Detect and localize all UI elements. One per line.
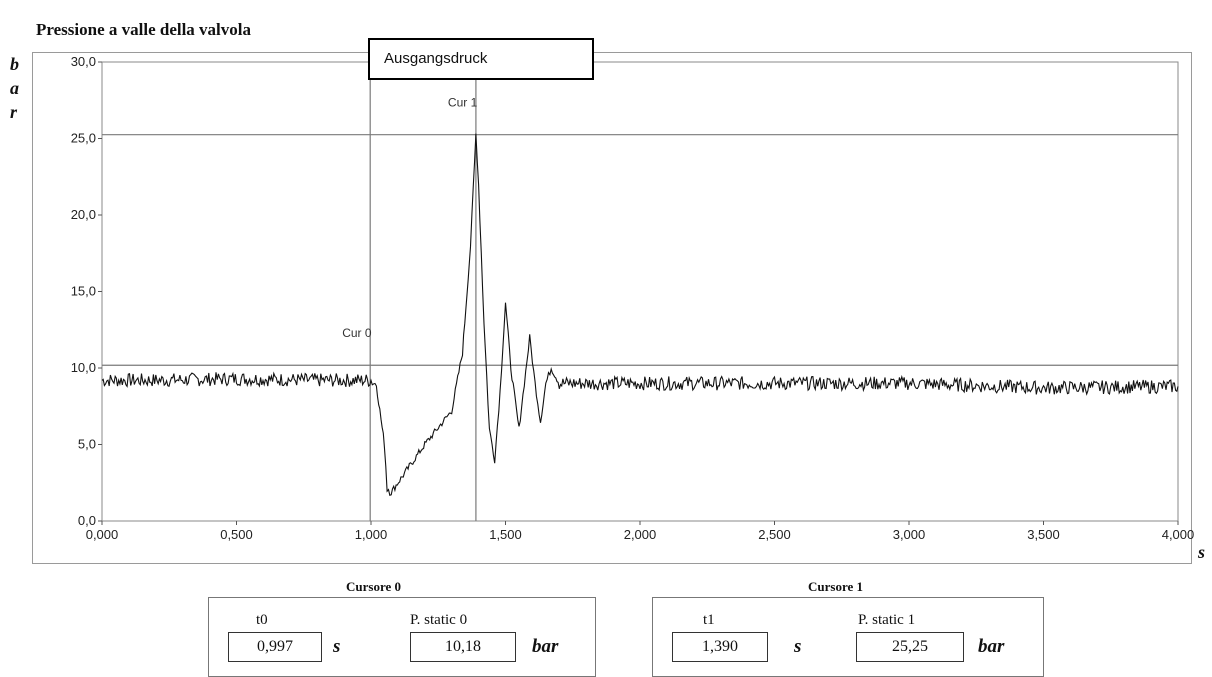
y-tick-label: 5,0 bbox=[78, 437, 96, 452]
x-tick-label: 3,500 bbox=[1027, 527, 1060, 542]
cursor1-t-label: t1 bbox=[703, 612, 715, 628]
y-tick-label: 10,0 bbox=[71, 360, 96, 375]
cursor0-title: Cursore 0 bbox=[346, 579, 402, 594]
y-tick-label: 20,0 bbox=[71, 207, 96, 222]
cursor1-label: Cur 1 bbox=[448, 96, 478, 110]
cursor0-t-label: t0 bbox=[256, 612, 268, 628]
cursor0-t-unit: s bbox=[333, 636, 341, 657]
cursor1-t-value[interactable]: 1,390 bbox=[672, 632, 768, 662]
x-tick-label: 1,000 bbox=[355, 527, 388, 542]
cursor1-p-label: P. static 1 bbox=[858, 612, 916, 628]
x-tick-label: 1,500 bbox=[489, 527, 522, 542]
y-axis-label-r: r bbox=[10, 102, 18, 122]
cursor1-t-unit: s bbox=[794, 636, 802, 657]
cursor0-p-label: P. static 0 bbox=[410, 612, 468, 628]
x-tick-label: 4,000 bbox=[1162, 527, 1195, 542]
y-axis-label-a: a bbox=[10, 78, 19, 98]
cursor0-p-unit: bar bbox=[532, 636, 559, 657]
x-tick-label: 3,000 bbox=[893, 527, 926, 542]
y-tick-label: 15,0 bbox=[71, 284, 96, 299]
cursor0-label: Cur 0 bbox=[342, 326, 372, 340]
cursor1-p-unit: bar bbox=[978, 636, 1005, 657]
x-tick-label: 0,000 bbox=[86, 527, 119, 542]
plot-area bbox=[101, 61, 1179, 522]
pressure-series-line bbox=[101, 133, 1179, 497]
y-tick-label: 25,0 bbox=[71, 131, 96, 146]
y-axis-label-b: b bbox=[10, 54, 19, 74]
x-axis-unit: s bbox=[1198, 542, 1206, 562]
y-tick-label: 30,0 bbox=[71, 54, 96, 69]
chart-title: Pressione a valle della valvola bbox=[36, 20, 252, 39]
x-tick-label: 2,000 bbox=[624, 527, 657, 542]
cursor1-title: Cursore 1 bbox=[808, 579, 864, 594]
cursor0-t-value[interactable]: 0,997 bbox=[228, 632, 322, 662]
chart-frame bbox=[32, 52, 1192, 564]
cursor0-p-value[interactable]: 10,18 bbox=[410, 632, 516, 662]
annotation-callout: Ausgangsdruck bbox=[368, 38, 594, 80]
x-tick-label: 2,500 bbox=[758, 527, 791, 542]
x-tick-label: 0,500 bbox=[220, 527, 253, 542]
y-tick-label: 0,0 bbox=[78, 513, 96, 528]
cursor1-p-value[interactable]: 25,25 bbox=[856, 632, 964, 662]
pressure-chart: 0,0 5,0 10,0 15,0 20,0 25,0 30,0 0,000 0,500 1,00… bbox=[71, 54, 1195, 542]
